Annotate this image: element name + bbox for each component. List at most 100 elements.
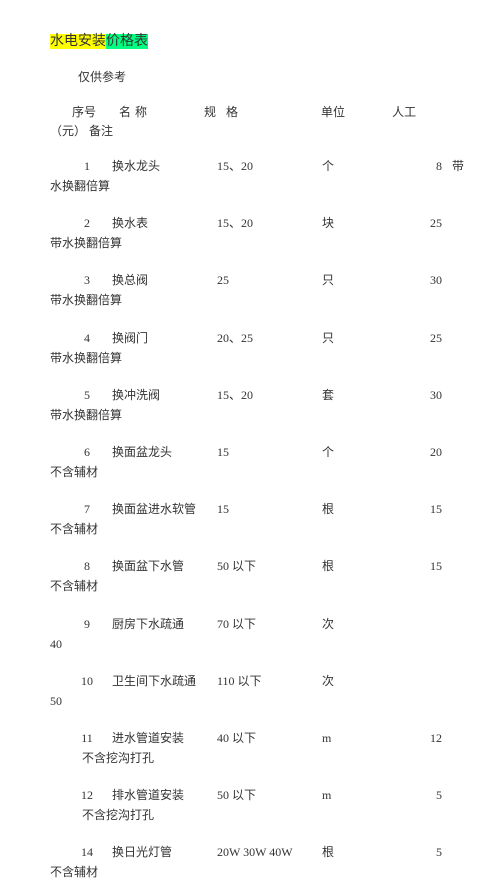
table-row: 6换面盆龙头15个20不含辅材: [50, 443, 450, 482]
cell-note: 不含辅材: [50, 863, 450, 882]
cell-seq: 12: [72, 786, 102, 805]
cell-note: 40: [50, 635, 450, 654]
table-row: 10卫生间下水疏通110 以下次50: [50, 672, 450, 711]
cell-seq: 7: [72, 500, 102, 519]
row-line1: 4换阀门20、25只25: [72, 329, 450, 349]
cell-unit: 个: [322, 443, 362, 462]
cell-name: 换日光灯管: [112, 843, 212, 862]
table-body: 1换水龙头15、20个8带水换翻倍算2换水表15、20块25带水换翻倍算3换总阀…: [50, 157, 450, 882]
table-row: 1换水龙头15、20个8带水换翻倍算: [50, 157, 450, 196]
cell-name: 换面盆下水管: [112, 557, 212, 576]
table-header-row2: （元） 备注: [50, 122, 450, 139]
row-line1: 11进水管道安装40 以下m12: [72, 729, 450, 749]
table-row: 2 换水表 15、20 块 25带水换翻倍算: [50, 214, 450, 253]
cell-price: 12: [402, 729, 442, 748]
row-line1: 2 换水表 15、20 块 25: [72, 214, 450, 234]
cell-seq: 1: [72, 157, 102, 176]
row-line1: 8换面盆下水管50 以下根15: [72, 557, 450, 577]
cell-note: 不含挖沟打孔: [82, 806, 450, 825]
cell-spec: 20、25: [217, 329, 307, 348]
header-spec: 规格: [204, 103, 248, 120]
cell-unit: 只: [322, 329, 362, 348]
cell-unit: 次: [322, 672, 362, 691]
cell-spec: 15: [217, 443, 307, 462]
table-row: 3 换总阀 25 只 30带水换翻倍算: [50, 271, 450, 310]
header-seq: 序号: [72, 103, 96, 120]
row-line1: 7 换面盆进水软管 15 根 15: [72, 500, 450, 520]
cell-name: 厨房下水疏通: [112, 615, 212, 634]
cell-price: 15: [402, 500, 442, 519]
table-header-row1: 序号 名称 规格 单位 人工: [50, 103, 450, 120]
cell-unit: m: [322, 786, 362, 805]
cell-price: 5: [402, 786, 442, 805]
cell-name: 换面盆进水软管: [112, 500, 212, 519]
row-line1: 10卫生间下水疏通110 以下次: [72, 672, 450, 692]
cell-note: 不含辅材: [50, 577, 450, 596]
page-title: 水电安装价格表: [50, 30, 450, 50]
row-line1: 3 换总阀 25 只 30: [72, 271, 450, 291]
cell-spec: 15、20: [217, 386, 307, 405]
table-row: 5换冲洗阀15、20套30带水换翻倍算: [50, 386, 450, 425]
cell-price: 15: [402, 557, 442, 576]
row-line1: 6换面盆龙头15个20: [72, 443, 450, 463]
row-line1: 5换冲洗阀15、20套30: [72, 386, 450, 406]
cell-price: 30: [402, 271, 442, 290]
cell-name: 换水表: [112, 214, 212, 233]
title-part2: 价格表: [106, 34, 148, 49]
cell-note: 带水换翻倍算: [50, 406, 450, 425]
cell-spec: 20W 30W 40W: [217, 843, 307, 862]
cell-note-side: 带: [452, 157, 464, 176]
cell-seq: 9: [72, 615, 102, 634]
table-row: 4换阀门20、25只25带水换翻倍算: [50, 329, 450, 368]
cell-name: 进水管道安装: [112, 729, 212, 748]
cell-spec: 70 以下: [217, 615, 307, 634]
cell-note: 不含挖沟打孔: [82, 749, 450, 768]
cell-spec: 15、20: [217, 214, 307, 233]
row-line1: 12 排水管道安装 50 以下 m 5: [72, 786, 450, 806]
cell-name: 换阀门: [112, 329, 212, 348]
cell-note: 带水换翻倍算: [50, 349, 450, 368]
cell-note: 不含辅材: [50, 463, 450, 482]
table-row: 9 厨房下水疏通 70 以下次40: [50, 615, 450, 654]
cell-price: 25: [402, 214, 442, 233]
cell-seq: 11: [72, 729, 102, 748]
cell-price: 8: [402, 157, 442, 176]
cell-spec: 15: [217, 500, 307, 519]
cell-spec: 50 以下: [217, 786, 307, 805]
table-row: 7 换面盆进水软管 15 根 15不含辅材: [50, 500, 450, 539]
cell-unit: 根: [322, 500, 362, 519]
cell-seq: 2: [72, 214, 102, 233]
table-row: 8换面盆下水管50 以下根15不含辅材: [50, 557, 450, 596]
cell-price: 25: [402, 329, 442, 348]
cell-unit: 套: [322, 386, 362, 405]
row-line1: 14换日光灯管20W 30W 40W根5: [72, 843, 450, 863]
cell-name: 换面盆龙头: [112, 443, 212, 462]
cell-spec: 25: [217, 271, 307, 290]
cell-name: 换总阀: [112, 271, 212, 290]
table-row: 14换日光灯管20W 30W 40W根5不含辅材: [50, 843, 450, 882]
subtitle: 仅供参考: [78, 68, 450, 85]
cell-note: 带水换翻倍算: [50, 234, 450, 253]
cell-price: 5: [402, 843, 442, 862]
cell-name: 排水管道安装: [112, 786, 212, 805]
cell-spec: 40 以下: [217, 729, 307, 748]
cell-seq: 8: [72, 557, 102, 576]
cell-price: 30: [402, 386, 442, 405]
cell-price: 20: [402, 443, 442, 462]
cell-unit: 只: [322, 271, 362, 290]
cell-note: 不含辅材: [50, 520, 450, 539]
header-unit: 单位: [321, 103, 345, 120]
cell-unit: 根: [322, 557, 362, 576]
cell-note: 带水换翻倍算: [50, 291, 450, 310]
cell-seq: 10: [72, 672, 102, 691]
cell-unit: 次: [322, 615, 362, 634]
title-part1: 水电安装: [50, 34, 106, 49]
cell-seq: 5: [72, 386, 102, 405]
cell-seq: 3: [72, 271, 102, 290]
cell-spec: 110 以下: [217, 672, 307, 691]
cell-note: 水换翻倍算: [50, 177, 450, 196]
header-price: 人工: [392, 103, 416, 120]
cell-unit: 块: [322, 214, 362, 233]
cell-spec: 15、20: [217, 157, 307, 176]
table-row: 11进水管道安装40 以下m12不含挖沟打孔: [50, 729, 450, 768]
